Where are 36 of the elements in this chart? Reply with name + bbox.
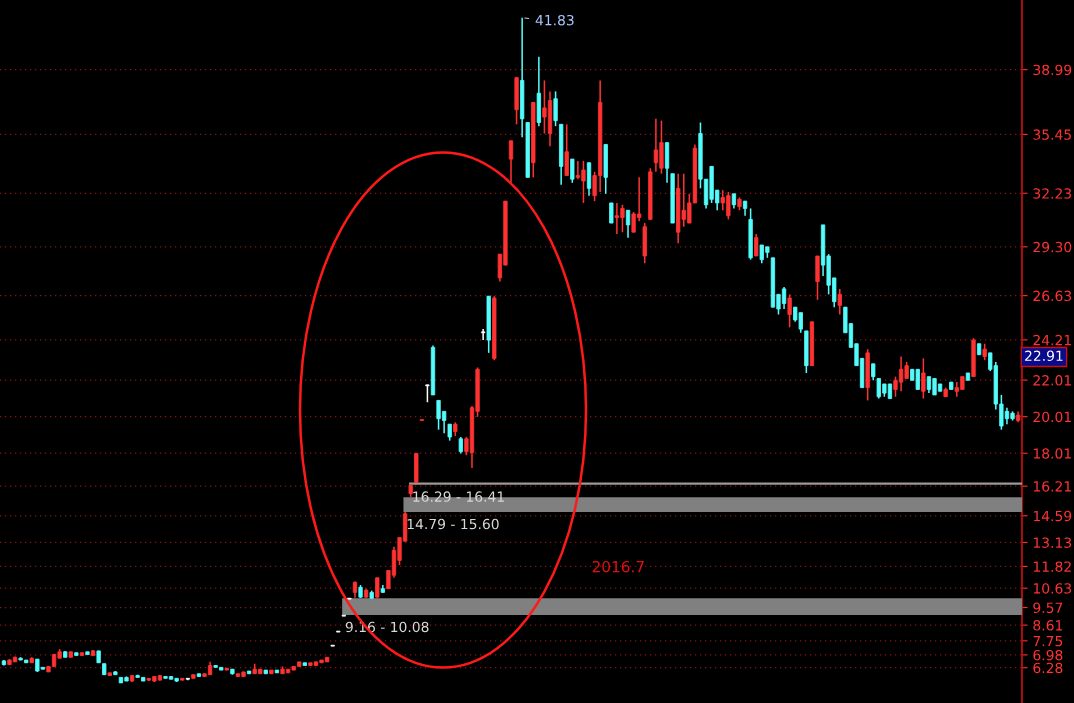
y-tick-label: 16.21 [1033,481,1071,492]
y-tick-label: 24.21 [1033,334,1071,346]
band-label: 14.79 - 15.60 [407,518,499,530]
y-tick-label: 6.98 [1033,649,1063,661]
y-tick-label: 35.45 [1033,129,1071,140]
band-label: 16.29 - 16.41 [413,491,504,502]
y-tick-label: 8.61 [1033,620,1063,631]
y-tick-label: 11.82 [1033,561,1071,572]
y-tick-label: 18.01 [1033,448,1071,459]
candlestick [553,90,558,127]
y-tick-label: 32.23 [1033,188,1072,199]
y-tick-label: 29.30 [1033,241,1072,253]
candlestick [570,158,575,184]
annotation: 41.83 [535,14,574,26]
y-tick-label: 10.63 [1033,583,1072,594]
y-tick-label: 6.28 [1033,662,1063,674]
candlestick [787,293,792,329]
y-tick-label: 7.75 [1033,635,1063,647]
candlestick [754,233,759,257]
candlestick [508,140,514,184]
y-tick-label: 13.13 [1033,537,1072,548]
y-tick-label: 26.63 [1033,290,1072,302]
y-tick-label: 9.57 [1033,602,1063,614]
candlestick [837,288,842,316]
text: 22.91 [1025,350,1063,362]
y-tick-label: 22.01 [1033,375,1071,386]
y-tick-label: 14.59 [1033,510,1072,522]
candlestick [921,357,926,400]
candlestick [375,576,380,599]
y-tick-label: 38.99 [1033,64,1072,76]
candlestick [564,123,569,177]
y-tick-label: 20.01 [1033,411,1071,423]
candlestick [609,202,614,224]
candlestick [625,209,631,239]
annotation: 2016.7 [592,560,644,573]
candlestick [480,328,486,341]
